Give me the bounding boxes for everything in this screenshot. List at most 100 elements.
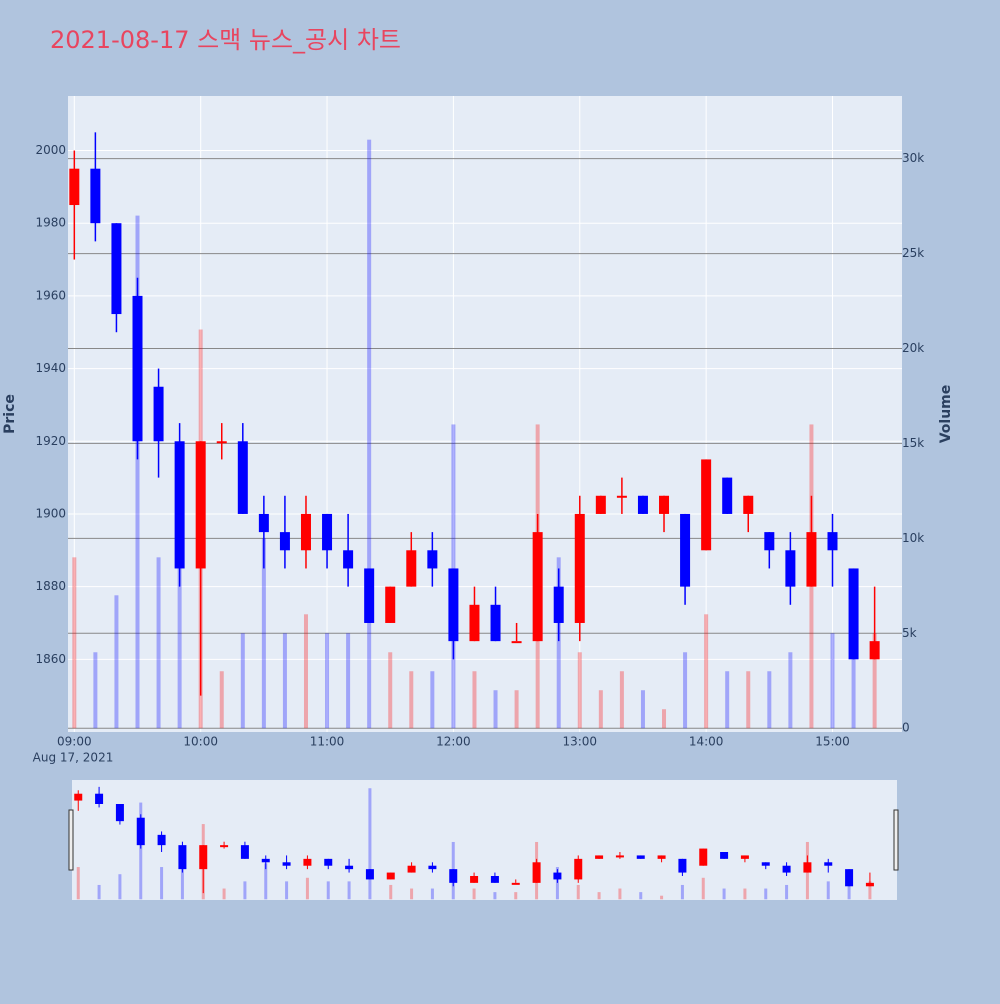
volume-bar: [368, 788, 372, 900]
candle-body: [764, 532, 775, 551]
volume-bar: [640, 690, 645, 729]
volume-bar: [347, 881, 351, 900]
candle-body: [470, 876, 479, 883]
slider-handle[interactable]: [893, 809, 899, 871]
candle-body: [657, 855, 666, 859]
volume-bar: [618, 888, 622, 900]
x-tick-label: 10:00: [183, 735, 218, 749]
volume-bar: [826, 881, 830, 900]
volume-bar: [180, 863, 184, 900]
volume-bar: [389, 884, 393, 900]
plot-area: [68, 96, 902, 732]
candle-body: [95, 793, 104, 804]
candle-body: [345, 865, 354, 870]
volume-bar: [746, 671, 751, 729]
volume-bar: [243, 881, 247, 900]
candle-body: [761, 862, 770, 866]
volume-bar: [135, 215, 140, 729]
volume-bar: [326, 881, 330, 900]
volume-bar: [430, 888, 434, 900]
volume-bar: [409, 671, 414, 729]
candle-body: [153, 386, 164, 442]
candle-body: [282, 862, 291, 866]
volume-bar: [493, 690, 498, 729]
candle-body: [258, 513, 269, 533]
volume-bar: [639, 892, 643, 900]
range-slider[interactable]: [72, 780, 897, 900]
volume-bar: [493, 892, 497, 900]
volume-bar: [367, 139, 372, 729]
candle-body: [69, 168, 80, 206]
candle-body: [865, 882, 874, 887]
x-tick-label: 12:00: [436, 735, 471, 749]
volume-bar: [303, 614, 308, 729]
volume-bar: [577, 652, 582, 729]
candle-body: [386, 872, 395, 880]
volume-bar: [156, 557, 161, 729]
candle-body: [469, 604, 480, 642]
x-tick-label: 14:00: [689, 735, 724, 749]
candle-body: [722, 477, 733, 514]
candle-body: [553, 872, 562, 880]
volume-bar: [285, 881, 289, 900]
candle-body: [574, 858, 583, 880]
candle-body: [490, 604, 501, 642]
candle-body: [237, 441, 248, 514]
volume-bar: [72, 557, 77, 729]
candle-body: [824, 862, 833, 866]
y2-tick-label: 5k: [902, 626, 917, 640]
candle-body: [743, 495, 754, 514]
slider-handle[interactable]: [68, 809, 74, 871]
volume-bar: [139, 802, 143, 900]
candle-body: [427, 550, 438, 569]
volume-bar: [725, 671, 730, 729]
x-date-label: Aug 17, 2021: [33, 751, 114, 765]
candle-body: [115, 804, 124, 822]
y-tick-label: 1860: [35, 652, 66, 666]
volume-bar: [598, 690, 603, 729]
volume-bar: [472, 671, 477, 729]
volume-bar: [114, 595, 119, 729]
candle-body: [827, 532, 838, 551]
candle-body: [324, 858, 333, 866]
y2-tick-label: 10k: [902, 531, 924, 545]
volume-bar: [767, 671, 772, 729]
candle-body: [406, 550, 417, 587]
candle-body: [90, 168, 101, 224]
volume-bar: [160, 867, 164, 900]
volume-bar: [388, 652, 393, 729]
x-tick-label: 13:00: [562, 735, 597, 749]
volume-bar: [680, 884, 684, 900]
candle-body: [532, 532, 543, 642]
y2-tick-label: 0: [902, 721, 910, 735]
volume-bar: [325, 633, 330, 729]
candle-body: [532, 862, 541, 883]
y2-tick-label: 25k: [902, 246, 924, 260]
y-tick-label: 1880: [35, 579, 66, 593]
y-tick-label: 1960: [35, 288, 66, 302]
candle-body: [595, 495, 606, 514]
candle-body: [178, 845, 187, 870]
candle-body: [699, 848, 708, 866]
volume-bar: [282, 633, 287, 729]
candle-body: [448, 568, 459, 642]
volume-bar: [830, 633, 835, 729]
y2-axis-label: Volume: [938, 385, 954, 444]
candle-body: [782, 865, 791, 873]
candle-body: [300, 513, 311, 551]
candle-body: [595, 855, 604, 859]
candle-body: [216, 441, 227, 444]
x-tick-label: 15:00: [815, 735, 850, 749]
volume-bar: [660, 895, 664, 900]
candle-body: [407, 865, 416, 873]
volume-bar: [346, 633, 351, 729]
volume-bar: [868, 881, 872, 900]
candle-body: [720, 852, 729, 859]
volume-bar: [764, 888, 768, 900]
candle-body: [136, 817, 145, 846]
volume-bar: [514, 690, 519, 729]
candle-body: [701, 459, 712, 551]
candle-body: [157, 834, 166, 846]
candle-body: [199, 845, 208, 870]
volume-bar: [556, 557, 561, 729]
